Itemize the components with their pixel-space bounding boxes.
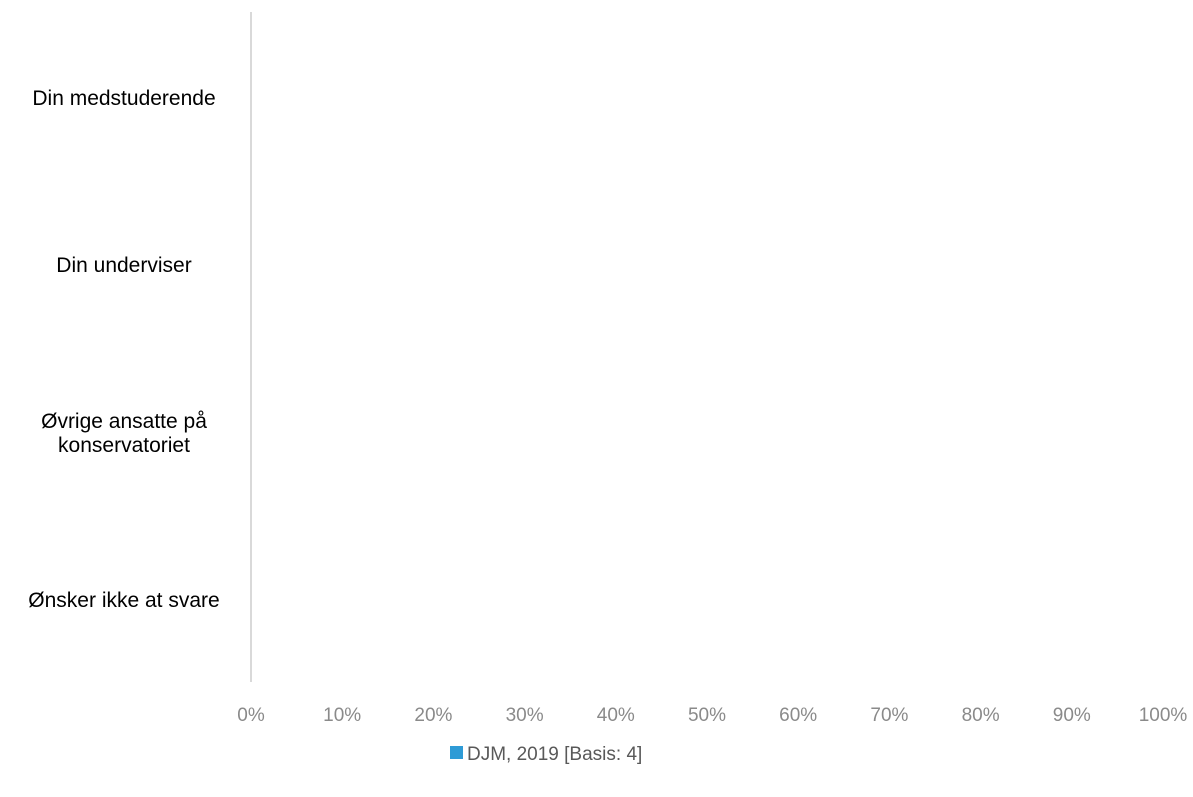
category-labels: Din medstuderende Din underviser Øvrige an… [28, 87, 219, 612]
x-tick-labels: 0% 10% 20% 30% 40% 50% 60% 70% 80% 90% 100% [237, 705, 1187, 726]
x-tick-label: 40% [597, 705, 635, 726]
x-tick-label: 70% [870, 705, 908, 726]
x-tick-label: 100% [1139, 705, 1188, 726]
category-label: Ønsker ikke at svare [28, 589, 219, 612]
x-tick-label: 10% [323, 705, 361, 726]
x-tick-label: 80% [962, 705, 1000, 726]
x-tick-label: 60% [779, 705, 817, 726]
legend-swatch [450, 746, 463, 759]
legend-label: DJM, 2019 [Basis: 4] [467, 744, 642, 765]
category-label: Øvrige ansatte på konservatoriet [41, 410, 207, 457]
category-label: Din medstuderende [32, 87, 215, 110]
category-label: Din underviser [56, 254, 191, 277]
x-tick-label: 20% [414, 705, 452, 726]
legend: DJM, 2019 [Basis: 4] [450, 744, 642, 765]
x-tick-label: 30% [506, 705, 544, 726]
x-tick-label: 90% [1053, 705, 1091, 726]
x-tick-label: 0% [237, 705, 265, 726]
x-tick-label: 50% [688, 705, 726, 726]
